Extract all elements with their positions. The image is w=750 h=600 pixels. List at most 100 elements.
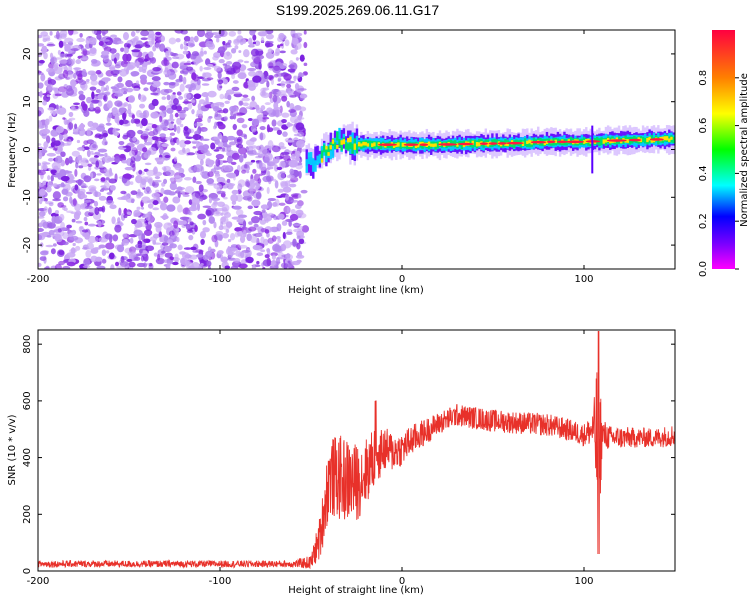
ridge-cell bbox=[355, 135, 359, 150]
noise-speck bbox=[188, 87, 192, 93]
noise-speck bbox=[90, 80, 99, 86]
noise-speck bbox=[69, 232, 76, 235]
noise-speck bbox=[261, 116, 270, 120]
noise-speck bbox=[141, 118, 148, 127]
noise-speck bbox=[180, 70, 185, 74]
noise-speck bbox=[163, 69, 171, 76]
noise-speck bbox=[271, 235, 277, 242]
noise-speck bbox=[288, 159, 298, 168]
noise-speck bbox=[286, 206, 290, 213]
noise-speck bbox=[212, 55, 219, 61]
noise-speck bbox=[178, 74, 183, 82]
noise-speck bbox=[251, 95, 256, 102]
noise-speck bbox=[216, 82, 223, 91]
noise-speck bbox=[49, 52, 54, 59]
noise-speck bbox=[120, 47, 125, 52]
noise-speck bbox=[291, 153, 296, 161]
noise-speck bbox=[139, 103, 146, 109]
noise-speck bbox=[267, 127, 274, 133]
noise-speck bbox=[41, 45, 48, 54]
noise-speck bbox=[231, 86, 240, 92]
noise-speck bbox=[71, 218, 76, 223]
noise-speck bbox=[131, 218, 137, 225]
noise-speck bbox=[170, 51, 174, 55]
noise-speck bbox=[206, 77, 214, 81]
noise-speck bbox=[42, 34, 51, 41]
noise-speck bbox=[155, 157, 165, 163]
noise-speck bbox=[95, 88, 101, 94]
noise-speck bbox=[228, 30, 237, 37]
noise-speck bbox=[298, 238, 305, 245]
noise-speck bbox=[179, 43, 184, 50]
noise-speck bbox=[224, 45, 232, 48]
noise-speck bbox=[97, 148, 108, 153]
noise-speck bbox=[113, 57, 117, 64]
ridge-cell bbox=[454, 140, 457, 148]
noise-speck bbox=[130, 31, 136, 37]
noise-speck bbox=[273, 264, 279, 269]
noise-speck bbox=[237, 59, 244, 63]
x-tick-label: 0 bbox=[399, 274, 405, 285]
ridge-cell bbox=[648, 136, 651, 141]
noise-speck bbox=[70, 79, 77, 87]
noise-speck bbox=[122, 32, 130, 41]
noise-speck bbox=[301, 225, 310, 233]
noise-speck bbox=[199, 197, 204, 202]
noise-speck bbox=[227, 239, 232, 243]
noise-speck bbox=[70, 48, 79, 51]
noise-speck bbox=[260, 204, 269, 210]
noise-speck bbox=[109, 167, 113, 176]
noise-speck bbox=[105, 91, 111, 95]
noise-speck bbox=[95, 160, 100, 168]
noise-speck bbox=[250, 124, 257, 133]
noise-speck bbox=[125, 80, 133, 88]
noise-speck bbox=[237, 183, 243, 191]
noise-speck bbox=[47, 107, 55, 111]
ridge-hotspot bbox=[606, 139, 627, 142]
y-tick-label: 0 bbox=[22, 568, 33, 574]
noise-speck bbox=[45, 244, 54, 248]
ridge-cell bbox=[351, 143, 354, 154]
noise-speck bbox=[259, 126, 266, 131]
noise-speck bbox=[243, 153, 247, 159]
noise-speck bbox=[295, 57, 299, 61]
noise-speck bbox=[245, 139, 255, 146]
noise-speck bbox=[176, 186, 183, 194]
noise-speck bbox=[84, 232, 90, 240]
noise-speck bbox=[122, 239, 130, 246]
noise-speck bbox=[212, 105, 220, 112]
noise-speck bbox=[62, 265, 71, 269]
noise-speck bbox=[176, 91, 182, 96]
noise-speck bbox=[115, 261, 120, 267]
noise-speck bbox=[274, 180, 279, 189]
noise-speck bbox=[258, 32, 262, 36]
noise-speck bbox=[272, 66, 282, 74]
noise-speck bbox=[198, 184, 204, 192]
noise-speck bbox=[58, 250, 65, 256]
noise-speck bbox=[42, 251, 49, 254]
noise-speck bbox=[298, 106, 307, 112]
x-tick-label: -200 bbox=[27, 576, 50, 587]
noise-speck bbox=[289, 213, 299, 221]
noise-speck bbox=[57, 145, 63, 153]
noise-speck bbox=[130, 118, 135, 124]
noise-speck bbox=[268, 65, 275, 69]
noise-speck bbox=[137, 56, 146, 63]
noise-speck bbox=[162, 245, 172, 253]
noise-speck bbox=[73, 72, 77, 79]
noise-speck bbox=[286, 121, 291, 128]
noise-speck bbox=[132, 136, 137, 142]
noise-speck bbox=[38, 234, 43, 241]
noise-speck bbox=[267, 197, 277, 202]
noise-speck bbox=[222, 142, 228, 148]
noise-speck bbox=[194, 118, 203, 123]
noise-speck bbox=[224, 100, 230, 104]
noise-speck bbox=[144, 176, 153, 183]
noise-speck bbox=[289, 60, 294, 66]
noise-speck bbox=[129, 237, 134, 244]
ridge-cell bbox=[349, 136, 352, 143]
noise-speck bbox=[276, 129, 282, 135]
noise-speck bbox=[152, 207, 160, 211]
noise-speck bbox=[43, 206, 48, 213]
